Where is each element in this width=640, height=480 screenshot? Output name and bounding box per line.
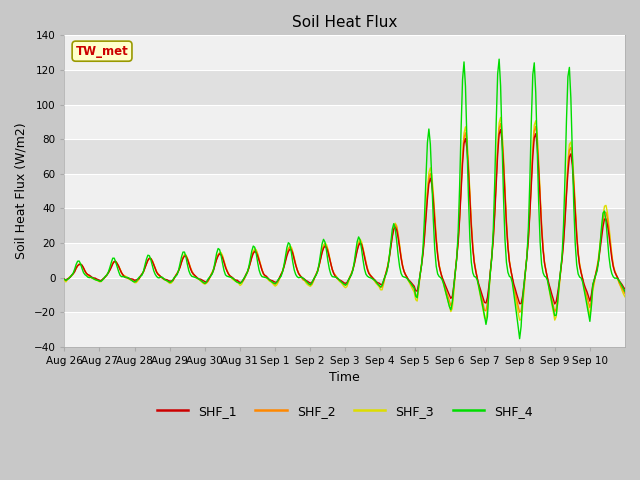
SHF_2 [497, 120, 504, 126]
SHF_2 [516, 310, 524, 315]
SHF_2 [349, 267, 356, 273]
SHF_4 [621, 288, 629, 294]
Bar [65, 277, 625, 312]
Bar [65, 243, 625, 277]
SHF_4 [516, 336, 524, 342]
Bar [65, 208, 625, 243]
SHF_3 [621, 294, 629, 300]
Line: SHF_3: SHF_3 [65, 118, 625, 320]
SHF_3 [547, 294, 554, 300]
SHF_2 [79, 265, 87, 271]
SHF_3 [97, 279, 105, 285]
X-axis label: Time: Time [330, 372, 360, 384]
SHF_1 [460, 141, 468, 146]
Bar [65, 105, 625, 139]
SHF_1 [545, 281, 553, 287]
SHF_2 [547, 290, 554, 296]
SHF_2 [460, 135, 468, 141]
SHF_2 [97, 278, 105, 284]
Bar [65, 36, 625, 70]
Line: SHF_1: SHF_1 [65, 130, 625, 304]
Line: SHF_2: SHF_2 [65, 123, 625, 312]
Text: TW_met: TW_met [76, 45, 129, 58]
SHF_3 [79, 265, 87, 271]
SHF_3 [497, 115, 504, 120]
SHF_4 [547, 292, 554, 298]
Legend: SHF_1, SHF_2, SHF_3, SHF_4: SHF_1, SHF_2, SHF_3, SHF_4 [152, 400, 538, 423]
SHF_3 [620, 291, 627, 297]
SHF_1 [621, 286, 629, 292]
Bar [65, 139, 625, 174]
SHF_2 [61, 276, 68, 282]
SHF_1 [551, 301, 559, 307]
SHF_3 [61, 277, 68, 283]
SHF_1 [349, 267, 356, 273]
SHF_1 [79, 265, 87, 271]
SHF_1 [97, 278, 105, 284]
SHF_4 [79, 270, 87, 276]
Bar [65, 70, 625, 105]
SHF_4 [61, 276, 68, 282]
Line: SHF_4: SHF_4 [65, 59, 625, 339]
Y-axis label: Soil Heat Flux (W/m2): Soil Heat Flux (W/m2) [15, 123, 28, 259]
SHF_4 [97, 278, 105, 284]
SHF_3 [516, 317, 524, 323]
SHF_2 [620, 288, 627, 294]
SHF_4 [460, 59, 468, 65]
SHF_1 [620, 284, 627, 290]
SHF_4 [495, 56, 503, 62]
Title: Soil Heat Flux: Soil Heat Flux [292, 15, 397, 30]
Bar [65, 312, 625, 347]
SHF_3 [349, 266, 356, 272]
SHF_1 [61, 276, 68, 282]
SHF_3 [460, 131, 468, 136]
SHF_1 [497, 127, 504, 132]
SHF_2 [621, 291, 629, 297]
Bar [65, 174, 625, 208]
SHF_4 [349, 268, 356, 274]
SHF_4 [620, 286, 627, 292]
